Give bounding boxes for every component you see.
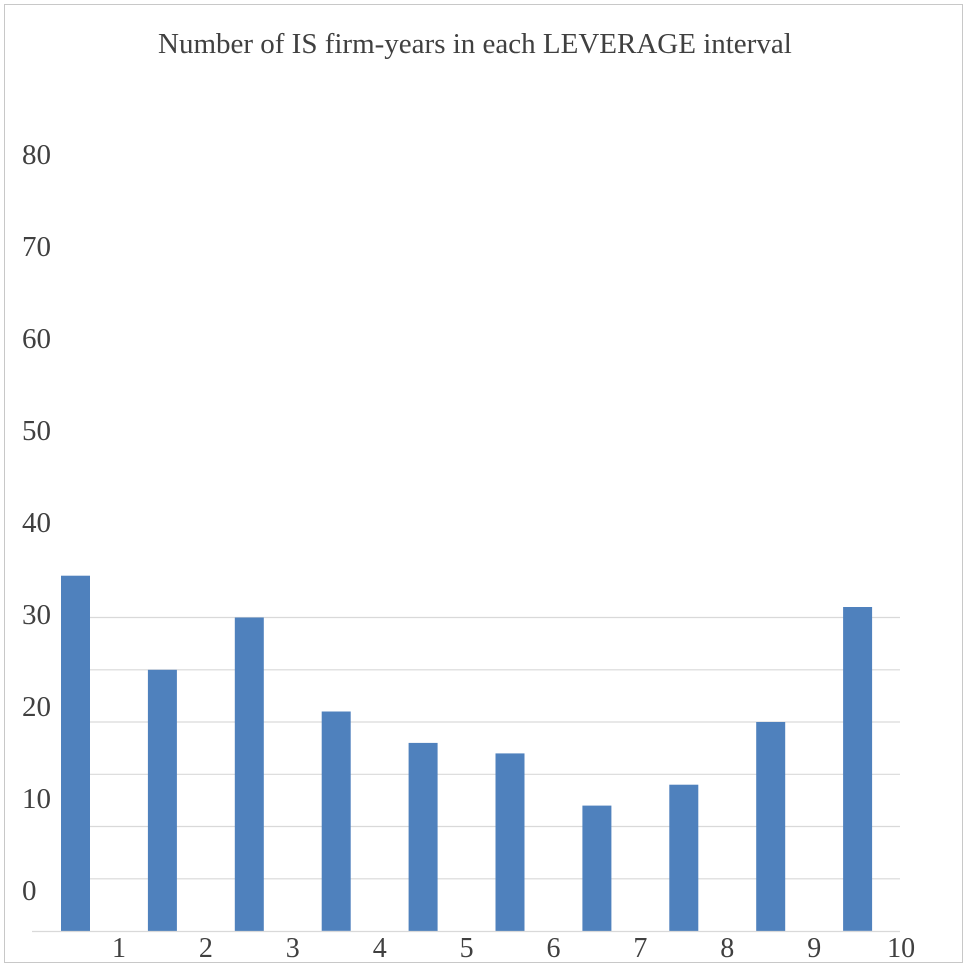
bar-3	[234, 617, 264, 931]
bar-6	[495, 753, 525, 931]
bar-1	[61, 575, 90, 931]
bar-2	[147, 669, 177, 932]
x-tick-label: 8	[720, 933, 734, 964]
y-tick-label: 80	[22, 139, 51, 171]
x-axis-tick-labels: 1 2 3 4 5 6 7 8 9 10	[112, 933, 915, 964]
x-tick-label: 1	[112, 933, 126, 964]
x-tick-label: 7	[633, 933, 647, 964]
bar-10	[843, 607, 873, 931]
bar-4	[321, 711, 351, 931]
y-axis-tick-labels: 80 70 60 50 40 30 20 10 0	[22, 139, 51, 907]
y-tick-label: 40	[22, 507, 51, 539]
x-tick-label: 3	[286, 933, 300, 964]
x-tick-label: 4	[373, 933, 387, 964]
x-tick-label: 5	[460, 933, 474, 964]
bar-7	[582, 805, 612, 931]
y-tick-label: 60	[22, 323, 51, 355]
x-tick-label: 2	[199, 933, 213, 964]
x-tick-label: 9	[807, 933, 821, 964]
y-tick-label: 0	[22, 875, 37, 907]
chart-title: Number of IS firm-years in each LEVERAGE…	[158, 28, 792, 60]
bars	[61, 575, 873, 932]
y-tick-label: 70	[22, 231, 51, 263]
y-tick-label: 50	[22, 415, 51, 447]
bar-8	[669, 784, 699, 931]
y-tick-label: 10	[22, 783, 51, 815]
x-tick-label: 10	[887, 933, 915, 964]
bar-9	[756, 722, 786, 931]
bar-5	[408, 742, 438, 931]
y-tick-label: 20	[22, 691, 51, 723]
y-tick-label: 30	[22, 599, 51, 631]
x-tick-label: 6	[547, 933, 561, 964]
